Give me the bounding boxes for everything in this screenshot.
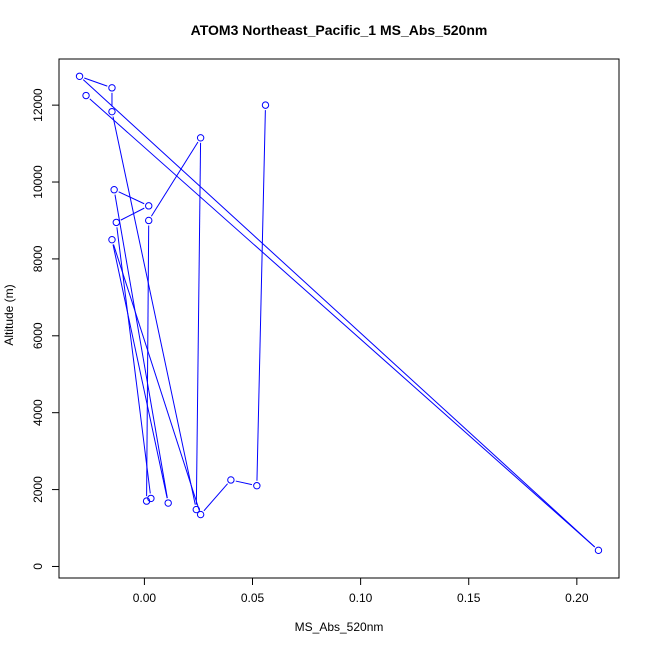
series-segment [120,207,145,221]
series-segment [203,483,228,512]
y-tick-label: 12000 [31,88,45,122]
x-tick-label: 0.05 [241,591,265,605]
series-segment [116,227,151,494]
series-segment [195,142,202,505]
data-point [192,505,200,514]
y-tick-label: 10000 [31,165,45,199]
data-point [261,101,270,109]
x-tick-label: 0.10 [349,591,373,605]
series-segment [256,110,266,481]
data-point [82,91,90,100]
data-point [108,107,116,116]
x-tick-label: 0.00 [133,591,157,605]
series-segment [118,191,145,205]
series-segment [235,480,253,486]
data-point [108,235,116,244]
data-point [164,499,172,507]
data-point [594,546,603,555]
data-point [142,497,151,505]
series-segment [146,225,150,497]
x-tick-label: 0.20 [565,591,589,605]
x-axis-label: MS_Abs_520nm [295,620,384,634]
series-segment [89,98,596,548]
data-point [227,476,235,484]
y-tick-label: 0 [31,563,45,570]
series-segment [112,244,168,499]
y-tick-label: 2000 [31,476,45,503]
chart-title: ATOM3 Northeast_Pacific_1 MS_Abs_520nm [191,22,488,38]
data-point [75,72,84,81]
y-axis-label: Altitude (m) [2,284,16,345]
data-point [253,482,261,490]
y-tick-label: 8000 [31,245,45,272]
series-segment [114,194,168,499]
data-point [196,134,205,142]
data-point [110,186,118,194]
series-segment [112,116,196,505]
data-point [112,218,120,227]
series-layer [75,72,603,555]
y-axis: 0 2000 4000 6000 8000 10000 12000 [31,88,60,570]
data-point [196,510,205,519]
y-tick-label: 6000 [31,322,45,349]
x-tick-label: 0.15 [457,591,481,605]
series-segment [113,244,200,510]
x-axis: 0.00 0.05 0.10 0.15 0.20 [133,577,589,605]
series-segment [82,79,596,548]
data-point [145,202,153,210]
series-segment [84,77,108,87]
series-segment [150,141,199,217]
y-tick-label: 4000 [31,399,45,426]
data-point [108,84,116,92]
data-point [145,216,153,225]
